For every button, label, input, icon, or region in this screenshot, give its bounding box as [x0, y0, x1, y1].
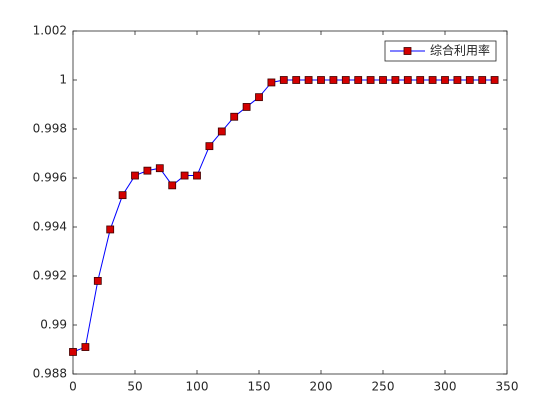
point-marker: [490, 76, 499, 84]
point-marker: [478, 76, 487, 84]
point-marker: [155, 164, 164, 173]
x-tick-label: 200: [310, 380, 333, 394]
point-marker: [131, 171, 139, 180]
point-marker: [453, 76, 462, 84]
x-tick-label: 0: [69, 380, 77, 394]
y-tick-label: 0.996: [33, 171, 67, 185]
x-tick-label: 250: [372, 380, 395, 394]
legend-box: [384, 40, 497, 62]
point-marker: [217, 127, 226, 136]
point-marker: [366, 76, 375, 84]
x-tick-label: 350: [496, 380, 519, 394]
point-marker: [168, 181, 177, 190]
y-tick-label: 0.994: [33, 220, 67, 234]
point-marker: [279, 76, 288, 84]
point-marker: [230, 112, 239, 121]
point-marker: [93, 276, 102, 285]
point-marker: [391, 76, 400, 84]
legend-marker: [403, 47, 412, 55]
y-tick-label: 1.002: [33, 24, 67, 38]
x-tick-label: 300: [434, 380, 457, 394]
point-marker: [292, 76, 301, 84]
point-marker: [242, 103, 251, 111]
x-tick-label: 100: [186, 380, 209, 394]
point-marker: [267, 78, 276, 87]
point-marker: [428, 76, 437, 84]
point-marker: [193, 171, 201, 180]
point-marker: [205, 142, 214, 151]
point-marker: [143, 166, 152, 175]
point-marker: [379, 76, 387, 84]
y-tick-label: 1: [59, 73, 67, 87]
y-tick-label: 0.998: [33, 122, 67, 136]
point-marker: [465, 76, 474, 84]
x-tick-label: 150: [248, 380, 271, 394]
y-tick-label: 0.988: [33, 367, 67, 381]
point-marker: [255, 93, 263, 102]
point-marker: [341, 76, 350, 84]
point-marker: [81, 343, 90, 351]
point-marker: [317, 76, 325, 84]
point-marker: [403, 76, 412, 84]
x-tick-label: 50: [127, 380, 142, 394]
point-marker: [354, 76, 363, 84]
y-tick-label: 0.992: [33, 269, 67, 283]
point-marker: [106, 225, 115, 234]
point-marker: [329, 76, 338, 84]
point-marker: [118, 191, 127, 200]
y-tick-label: 0.99: [40, 318, 67, 332]
point-marker: [416, 76, 425, 84]
point-marker: [441, 76, 449, 84]
point-marker: [69, 348, 77, 356]
point-marker: [304, 76, 313, 84]
plot-area: [72, 30, 508, 375]
legend-label: 综合利用率: [430, 43, 490, 58]
point-marker: [180, 171, 189, 180]
